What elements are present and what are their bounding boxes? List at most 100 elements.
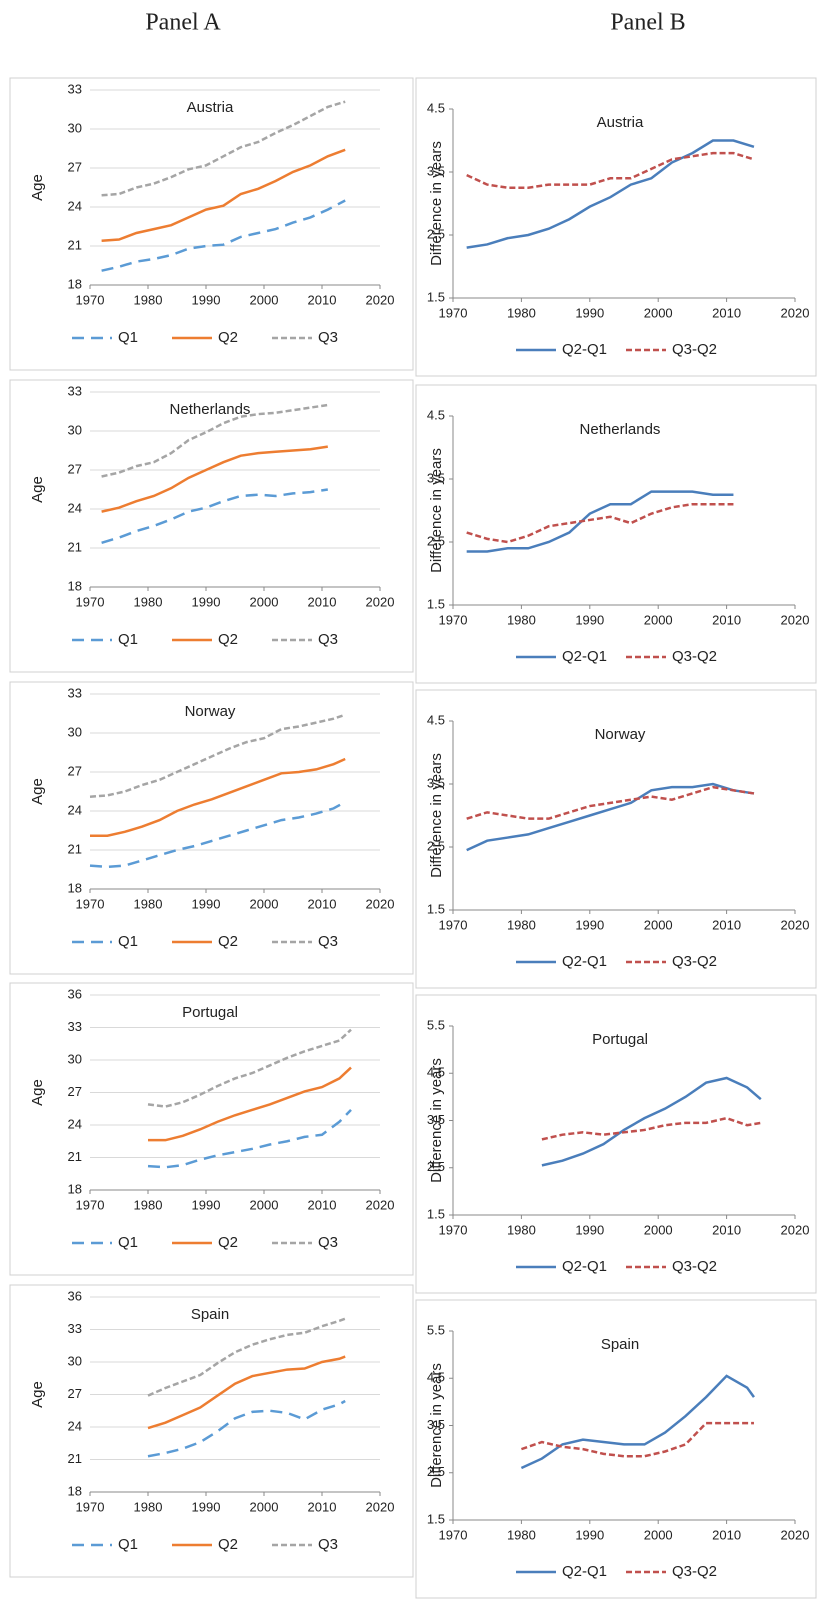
x-tick-label: 2020: [781, 1222, 810, 1237]
x-tick-label: 1980: [134, 1499, 163, 1514]
chart-frame: [415, 689, 817, 989]
x-tick-label: 2000: [644, 1222, 673, 1237]
y-axis-label: Difference in years: [428, 448, 445, 573]
x-tick-label: 2000: [250, 896, 279, 911]
x-tick-label: 2020: [366, 292, 395, 307]
x-tick-label: 1990: [192, 896, 221, 911]
x-tick-label: 1980: [134, 1197, 163, 1212]
data-line: [147, 1355, 346, 1430]
chart-title: Portugal: [592, 1031, 648, 1048]
x-tick-label: 1990: [192, 594, 221, 609]
chart-frame: [9, 77, 414, 371]
data-line: [520, 1421, 754, 1458]
data-line: [520, 1374, 755, 1470]
y-axis-label: Age: [29, 476, 46, 503]
data-line: [101, 199, 346, 272]
x-tick-label: 2020: [781, 612, 810, 627]
legend-label: Q3-Q2: [672, 1258, 717, 1275]
x-tick-label: 1990: [192, 1197, 221, 1212]
data-line: [466, 139, 755, 249]
x-tick-label: 2010: [308, 1197, 337, 1212]
x-tick-label: 2010: [712, 1222, 741, 1237]
y-tick-label: 3.5: [427, 470, 445, 485]
x-tick-label: 1970: [439, 612, 468, 627]
x-tick-label: 2020: [366, 1499, 395, 1514]
y-tick-label: 4.5: [427, 1065, 445, 1080]
y-tick-label: 33: [68, 1321, 82, 1336]
data-line: [90, 757, 346, 837]
y-tick-label: 24: [68, 1116, 82, 1131]
x-tick-label: 2020: [781, 1527, 810, 1542]
data-line: [466, 502, 734, 544]
x-tick-label: 1970: [76, 594, 105, 609]
y-tick-label: 18: [68, 1181, 82, 1196]
y-tick-label: 18: [68, 1483, 82, 1498]
x-tick-label: 2020: [781, 917, 810, 932]
data-line: [541, 1116, 762, 1141]
legend-label: Q2-Q1: [562, 953, 607, 970]
legend-label: Q3-Q2: [672, 648, 717, 665]
x-tick-label: 1990: [575, 612, 604, 627]
y-tick-label: 21: [68, 539, 82, 554]
y-tick-label: 3.5: [427, 1417, 445, 1432]
x-tick-label: 1980: [507, 612, 536, 627]
y-tick-label: 27: [68, 461, 82, 476]
x-tick-label: 2000: [644, 305, 673, 320]
chart-title: Spain: [191, 1306, 229, 1323]
legend-label: Q3: [318, 1536, 338, 1553]
data-line: [466, 490, 734, 553]
chart-title: Portugal: [182, 1004, 238, 1021]
y-axis-label: Difference in years: [428, 1363, 445, 1488]
data-line: [541, 1076, 762, 1167]
y-tick-label: 2.5: [427, 838, 445, 853]
x-tick-label: 2020: [366, 594, 395, 609]
data-line: [101, 100, 346, 197]
chart-title: Norway: [595, 726, 646, 743]
x-tick-label: 2020: [781, 305, 810, 320]
legend-label: Q3: [318, 329, 338, 346]
x-tick-label: 2000: [250, 1197, 279, 1212]
x-tick-label: 1980: [134, 292, 163, 307]
y-tick-label: 4.5: [427, 712, 445, 727]
legend-label: Q2-Q1: [562, 1258, 607, 1275]
y-tick-label: 2.5: [427, 226, 445, 241]
y-tick-label: 2.5: [427, 1159, 445, 1174]
y-tick-label: 30: [68, 120, 82, 135]
x-tick-label: 1970: [439, 1222, 468, 1237]
y-tick-label: 24: [68, 1418, 82, 1433]
data-line: [147, 1317, 346, 1397]
x-tick-label: 2010: [712, 612, 741, 627]
y-axis-label: Difference in years: [428, 753, 445, 878]
x-tick-label: 2020: [366, 896, 395, 911]
data-line: [101, 148, 346, 243]
chart-frame: [415, 994, 817, 1294]
chart-title: Austria: [597, 114, 644, 131]
y-tick-label: 4.5: [427, 100, 445, 115]
chart-title: Spain: [601, 1336, 639, 1353]
y-axis-label: Age: [29, 1381, 46, 1408]
y-tick-label: 3.5: [427, 775, 445, 790]
y-tick-label: 27: [68, 159, 82, 174]
x-tick-label: 1970: [439, 305, 468, 320]
legend-label: Q1: [118, 631, 138, 648]
y-tick-label: 30: [68, 724, 82, 739]
x-tick-label: 2020: [366, 1197, 395, 1212]
y-tick-label: 18: [68, 578, 82, 593]
y-tick-label: 33: [68, 1019, 82, 1034]
x-tick-label: 1980: [507, 1222, 536, 1237]
x-tick-label: 2010: [308, 896, 337, 911]
legend-label: Q3: [318, 631, 338, 648]
data-line: [101, 403, 328, 478]
y-axis-label: Age: [29, 1079, 46, 1106]
y-tick-label: 24: [68, 500, 82, 515]
y-tick-label: 5.5: [427, 1017, 445, 1032]
legend-label: Q2-Q1: [562, 648, 607, 665]
chart-title: Netherlands: [170, 401, 251, 418]
x-tick-label: 2000: [644, 1527, 673, 1542]
y-tick-label: 5.5: [427, 1322, 445, 1337]
legend-label: Q3-Q2: [672, 1563, 717, 1580]
x-tick-label: 2010: [712, 917, 741, 932]
chart-frame: [415, 384, 817, 684]
chart-title: Netherlands: [580, 421, 661, 438]
